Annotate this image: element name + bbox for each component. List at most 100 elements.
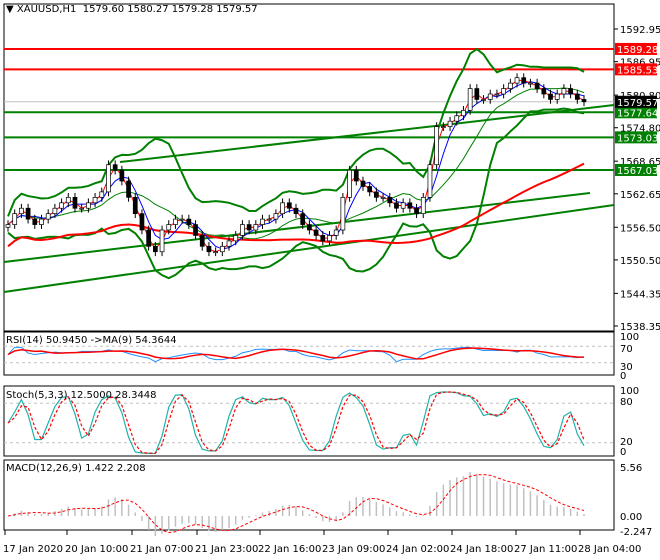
candle-body	[293, 207, 299, 215]
bollinger-middle	[7, 87, 585, 240]
time-tick-label: 22 Jan 16:00	[258, 544, 321, 555]
candle-body	[400, 202, 406, 209]
candle-body	[347, 169, 352, 198]
slow-ma	[7, 162, 585, 248]
level-tag	[615, 63, 657, 76]
candle-body	[507, 82, 513, 89]
candle-body	[152, 245, 158, 253]
stoch-main-line	[7, 391, 585, 454]
candle-body	[521, 77, 527, 84]
rsi-label: RSI(14) 50.9450 ->MA(9) 54.3644	[6, 335, 177, 346]
stoch-signal-line	[7, 391, 585, 454]
candle-body	[414, 207, 419, 215]
candle-body	[327, 235, 332, 242]
candle-body	[173, 218, 178, 225]
stoch-label: Stoch(5,3,3) 12.5000 28.3448	[6, 390, 157, 401]
macd-axis-label: 0.00	[620, 512, 642, 523]
macd-axis-label: -2.247	[620, 527, 652, 538]
candle-body	[434, 126, 440, 166]
level-tag-label: 1589.28	[617, 45, 658, 56]
trendline	[469, 104, 615, 123]
candle-body	[548, 93, 553, 100]
macd-label: MACD(12,26,9) 1.422 2.208	[6, 463, 146, 474]
candle-body	[260, 218, 265, 225]
candle-body	[474, 88, 480, 100]
candle-body	[420, 197, 426, 215]
trendline	[119, 121, 471, 163]
candle-body	[467, 88, 473, 111]
macd-signal-line	[7, 474, 585, 534]
candle-body	[333, 229, 339, 236]
candle-body	[280, 202, 285, 215]
candle-body	[219, 245, 225, 253]
price-tick-label: 1574.80	[620, 124, 660, 135]
candle-body	[300, 213, 306, 225]
stoch-axis-label: 80	[620, 397, 633, 408]
candle-body	[380, 197, 386, 199]
candle-body	[374, 191, 379, 198]
price-tick-label: 1592.95	[620, 25, 660, 36]
candle-body	[541, 88, 547, 95]
candle-body	[340, 197, 346, 231]
level-tag-label: 1577.64	[617, 108, 658, 119]
stoch-axis-label: 20	[620, 437, 633, 448]
candle-body	[427, 164, 433, 198]
candle-body	[39, 218, 44, 225]
candle-body	[240, 224, 245, 236]
symbol-label: XAUUSD,H1	[16, 4, 77, 15]
time-tick-label: 23 Jan 09:00	[322, 544, 385, 555]
candle-body	[487, 93, 493, 100]
candle-body	[387, 197, 393, 204]
candle-body	[561, 88, 567, 95]
candle-body	[32, 218, 38, 225]
level-tag	[615, 106, 657, 119]
candle-body	[59, 202, 64, 209]
candle-body	[233, 235, 239, 242]
bollinger-upper	[7, 47, 585, 217]
level-tag	[615, 131, 657, 144]
candle-body	[501, 88, 506, 95]
candle-body	[226, 240, 232, 247]
candle-body	[193, 224, 198, 236]
candle-body	[246, 224, 252, 231]
candle-body	[307, 224, 312, 231]
chart-header: ▼ XAUUSD,H1 1579.60 1580.27 1579.28 1579…	[6, 4, 258, 15]
candle-body	[481, 99, 486, 101]
candle-body	[139, 213, 145, 231]
time-tick-label: 17 Jan 2020	[3, 544, 63, 555]
stoch-axis-label: 0	[620, 447, 626, 458]
rsi-axis-label: 30	[620, 362, 633, 373]
candle-body	[186, 218, 192, 225]
candle-body	[461, 109, 466, 117]
panel-frame-0	[3, 3, 615, 332]
candle-body	[574, 93, 580, 100]
ohlc-values: 1579.60 1580.27 1579.28 1579.57	[82, 4, 258, 15]
level-tag	[615, 42, 657, 55]
candle-body	[52, 207, 58, 215]
candle-body	[568, 88, 573, 95]
candle-body	[45, 213, 51, 220]
candle-body	[447, 120, 453, 127]
candle-body	[213, 251, 218, 254]
ma-red	[7, 79, 585, 253]
candle-body	[159, 229, 165, 253]
candle-body	[126, 180, 131, 198]
candle-body	[454, 115, 460, 122]
candle-body	[581, 99, 587, 103]
price-tick-label: 1550.50	[620, 256, 660, 267]
time-tick-label: 21 Jan 23:00	[195, 544, 258, 555]
trendline	[3, 204, 615, 293]
time-tick-label: 20 Jan 10:00	[65, 544, 128, 555]
candle-body	[554, 93, 560, 100]
candle-body	[534, 82, 540, 89]
candle-body	[313, 229, 319, 236]
candle-body	[132, 197, 138, 215]
rsi-ma-line	[7, 347, 585, 360]
time-tick-label: 27 Jan 11:00	[514, 544, 577, 555]
dropdown-triangle-icon[interactable]: ▼	[6, 4, 14, 15]
candle-body	[86, 202, 91, 209]
time-tick-label: 24 Jan 02:00	[386, 544, 449, 555]
candle-body	[179, 218, 185, 221]
candle-body	[273, 213, 279, 220]
